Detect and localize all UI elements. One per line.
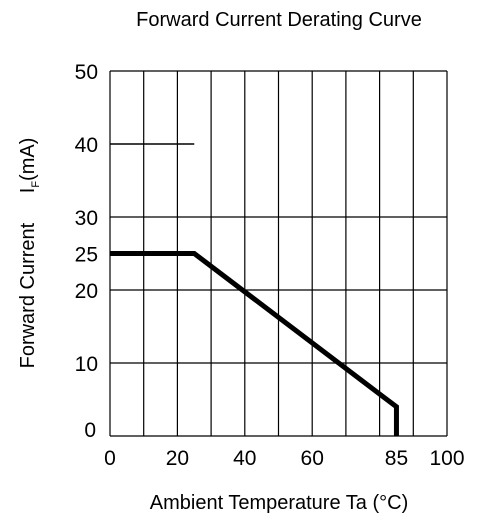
y-tick-label-20: 20 [75, 280, 98, 303]
x-tick-labels: 0 20 40 60 85 100 [104, 447, 464, 470]
y-axis-label-subscript: F [30, 181, 42, 188]
series-group [110, 251, 399, 436]
x-tick-label-100: 100 [429, 447, 464, 470]
x-tick-label-20: 20 [166, 447, 189, 470]
series-line-0 [110, 251, 399, 436]
y-tick-labels: 0 10 20 25 30 40 50 [75, 61, 98, 442]
y-tick-label-30: 30 [75, 207, 98, 230]
y-axis-label-symbol: I [17, 188, 39, 194]
x-tick-label-85: 85 [385, 447, 408, 470]
y-axis-label-unit: (mA) [17, 138, 39, 181]
y-tick-label-0: 0 [84, 419, 96, 442]
y-tick-label-40: 40 [75, 134, 98, 157]
chart-title: Forward Current Derating Curve [136, 9, 422, 31]
x-axis-label: Ambient Temperature Ta (°C) [150, 492, 408, 514]
y-axis-label: Forward Current IF(mA) [17, 138, 42, 369]
x-tick-label-60: 60 [301, 447, 324, 470]
y-tick-label-10: 10 [75, 353, 98, 376]
grid [109, 70, 448, 437]
y-axis-label-prefix: Forward Current [17, 222, 39, 368]
y-tick-label-50: 50 [75, 61, 98, 84]
x-tick-label-40: 40 [233, 447, 256, 470]
x-tick-label-0: 0 [104, 447, 116, 470]
y-tick-label-25: 25 [75, 244, 98, 267]
